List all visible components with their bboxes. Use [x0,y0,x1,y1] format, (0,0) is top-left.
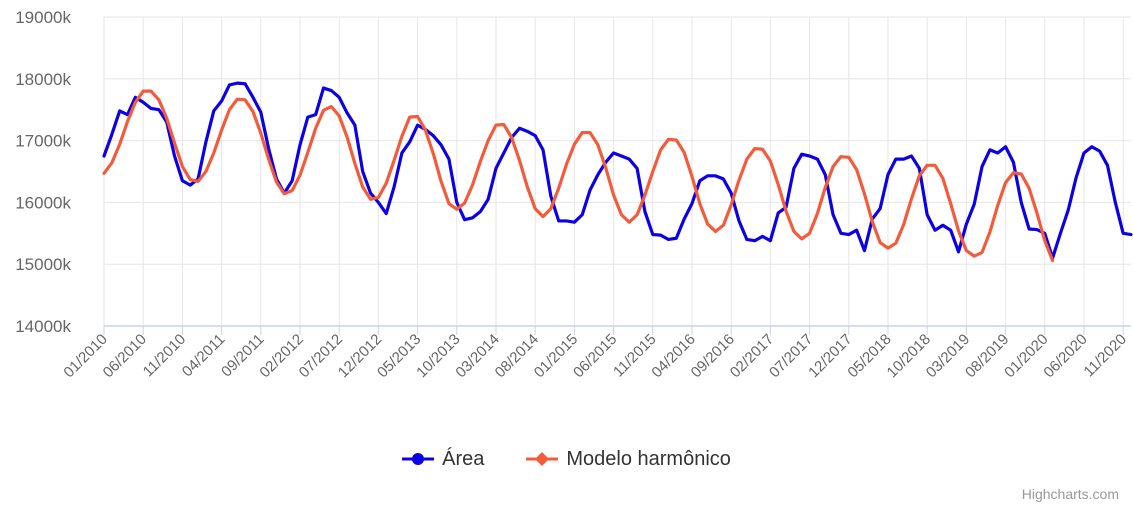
x-axis-labels: 01/201006/201011/201004/201109/201102/20… [60,331,1130,381]
x-tick-label: 06/2015 [570,331,620,381]
y-tick-label: 18000k [15,70,71,89]
y-tick-label: 15000k [15,255,71,274]
legend-line-circle-icon [402,453,435,465]
credits-link[interactable]: Highcharts.com [1021,486,1119,502]
y-tick-label: 19000k [15,8,71,27]
legend-item-harmonic-model[interactable]: Modelo harmônico [526,448,731,471]
y-tick-label: 16000k [15,193,71,212]
x-tick-label: 11/2020 [1080,331,1130,381]
x-tick-label: 11/2010 [140,331,190,381]
series-line-harmonic-model [102,89,1055,263]
y-tick-label: 14000k [15,317,71,336]
legend-label-area: Área [442,447,485,470]
series-line-area [102,81,1133,260]
y-axis-labels: 14000k 15000k 16000k 17000k 18000k 19000k [15,8,71,336]
series-group [102,81,1133,263]
grid [103,16,1131,326]
legend-line-diamond-icon [526,452,559,466]
x-tick-label: 04/2011 [179,331,229,381]
x-axis [103,325,1131,335]
legend-item-area[interactable]: Área [402,448,484,471]
legend: Área Modelo harmônico [0,443,1133,475]
x-tick-label: 06/2010 [100,331,150,381]
legend-label-harmonic-model: Modelo harmônico [566,447,731,470]
y-tick-label: 17000k [15,132,71,151]
chart-area: 14000k 15000k 16000k 17000k 18000k 19000k 01/… [15,8,1133,381]
x-tick-label: 06/2020 [1040,331,1090,381]
